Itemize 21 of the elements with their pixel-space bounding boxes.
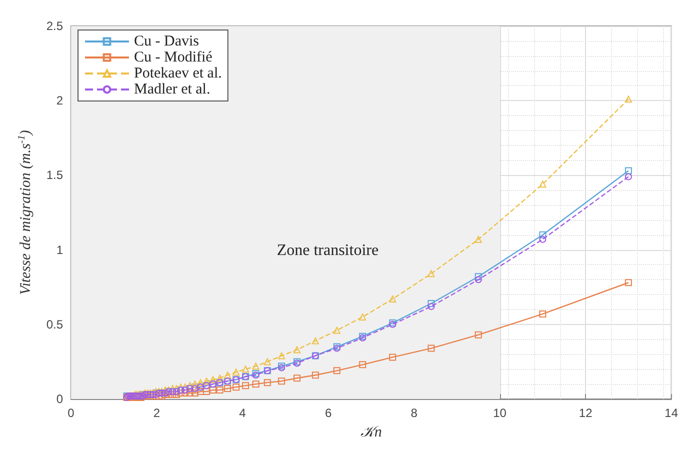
y-tick-label: 2 (56, 94, 64, 108)
x-tick-label: 2 (153, 406, 160, 420)
y-tick-label: 0 (56, 392, 64, 406)
y-tick-label: 1 (56, 242, 64, 257)
y-axis-title: Vitesse de migration (m.s-1) (16, 130, 34, 295)
x-axis-title: 𝒦n (360, 424, 382, 440)
x-tick-label: 12 (578, 406, 593, 420)
legend-label: Potekaev et al. (134, 66, 222, 82)
x-tick-label: 4 (239, 406, 246, 420)
legend-label: Cu - Modifié (134, 50, 213, 66)
x-tick-label: 0 (68, 406, 75, 420)
x-tick-label: 6 (324, 406, 332, 420)
band-label: Zone transitoire (276, 242, 379, 259)
y-tick-label: 0.5 (46, 317, 64, 332)
x-tick-label: 10 (493, 406, 507, 420)
y-tick-label: 2.5 (46, 19, 64, 33)
legend-label: Madler et al. (134, 82, 210, 98)
legend-label: Cu - Davis (134, 34, 200, 50)
y-tick-label: 1.5 (46, 168, 64, 182)
x-tick-label: 14 (664, 406, 678, 420)
x-tick-label: 8 (410, 406, 418, 420)
